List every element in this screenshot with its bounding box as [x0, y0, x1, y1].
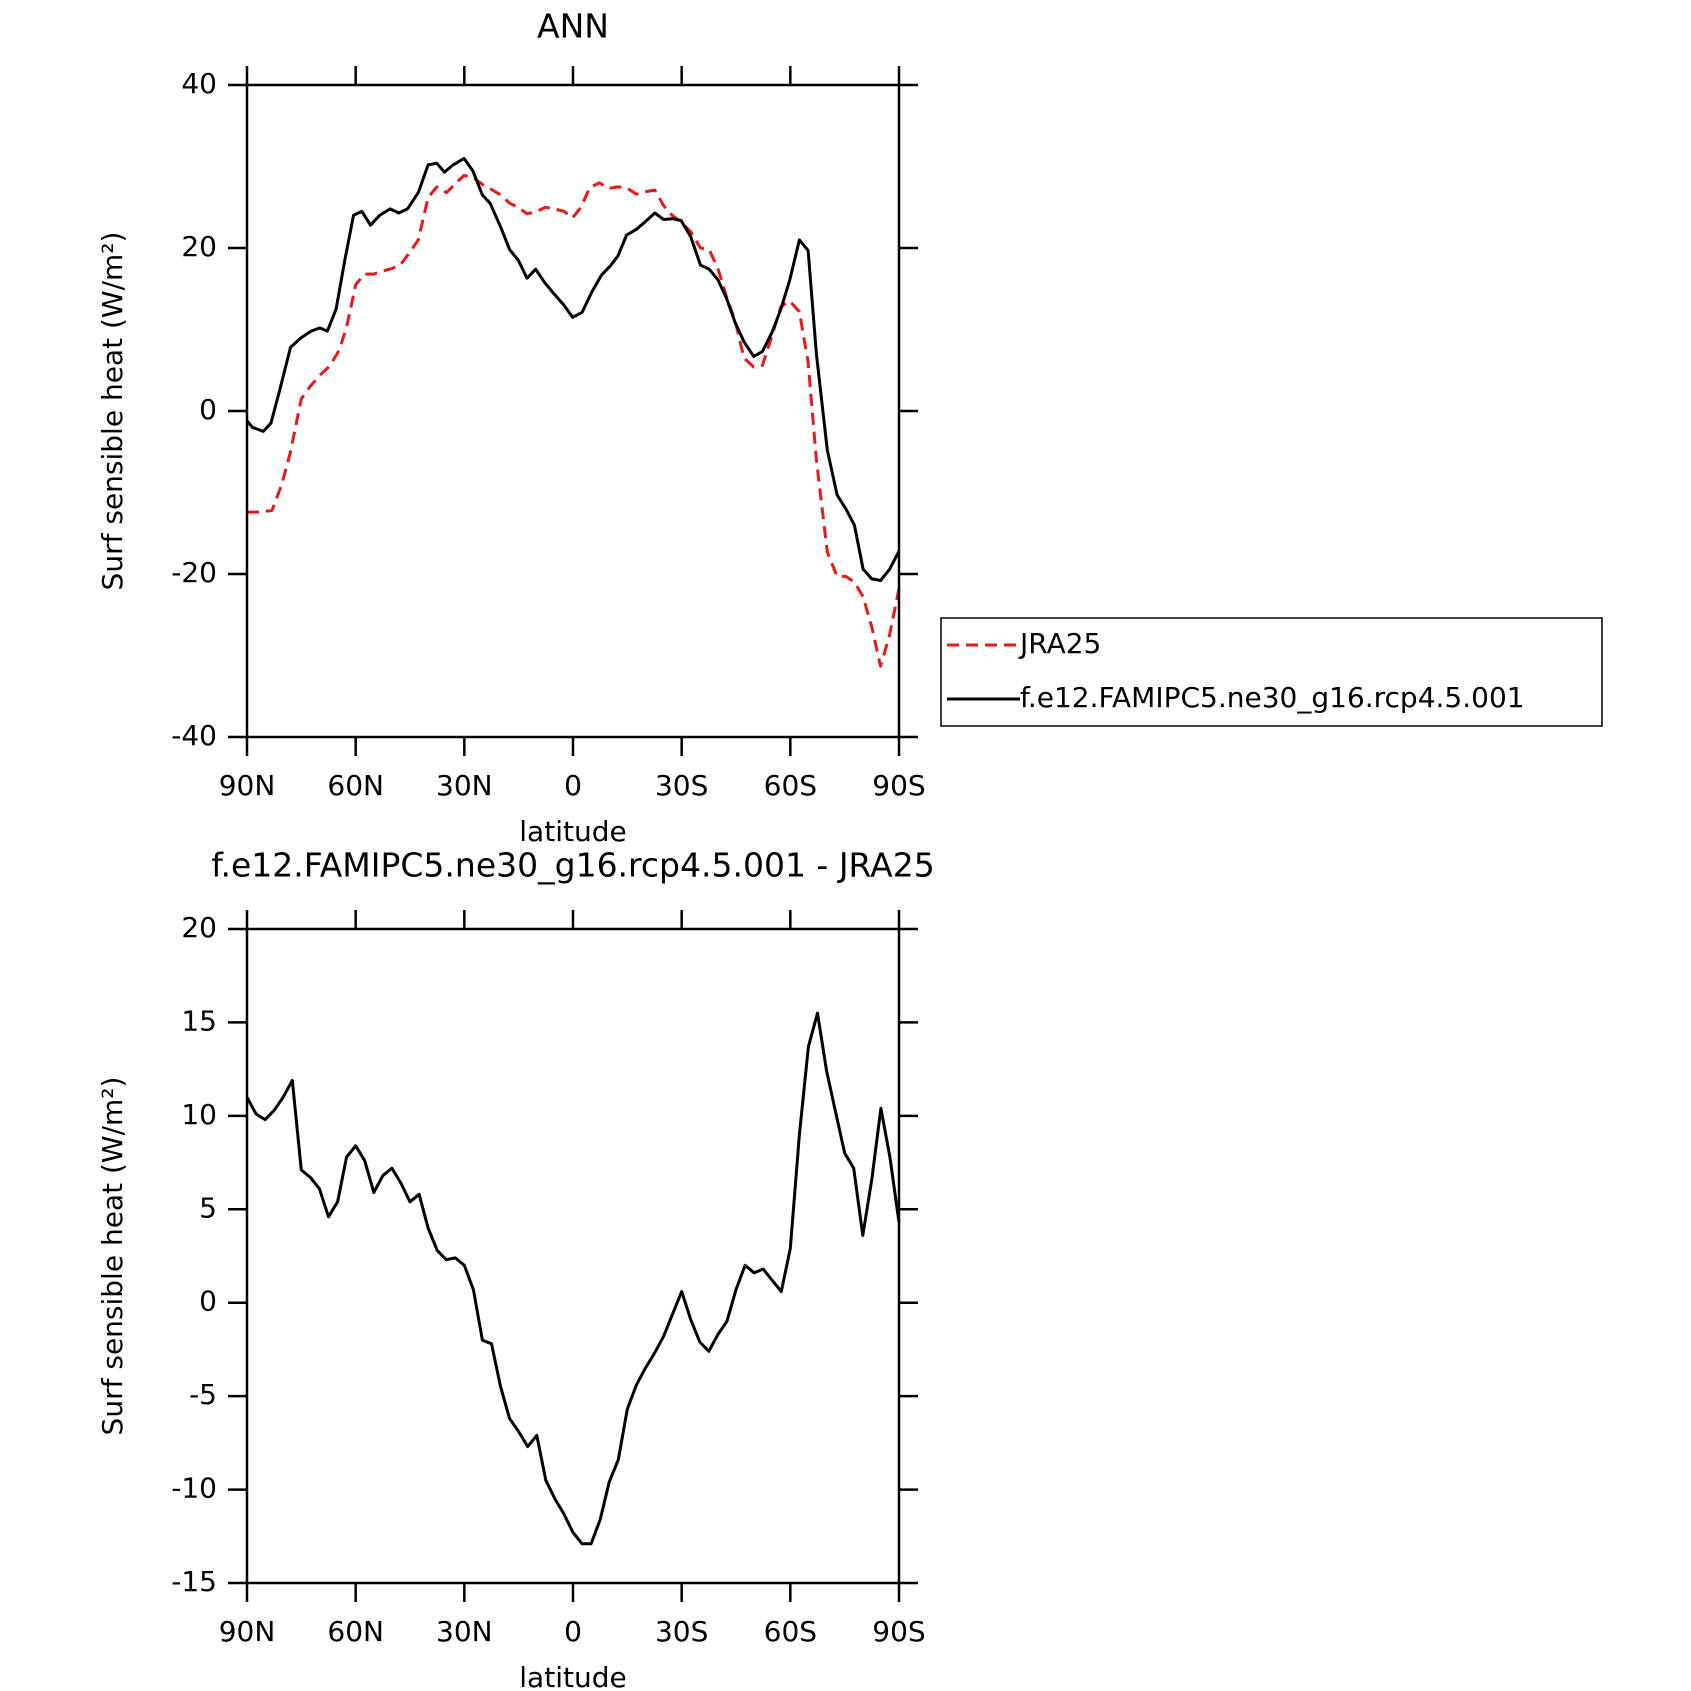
y-tick-label: 20	[181, 911, 217, 944]
x-tick-label: 0	[564, 769, 582, 802]
chart-title: f.e12.FAMIPC5.ne30_g16.rcp4.5.001 - JRA2…	[211, 846, 934, 885]
data-line	[245, 156, 901, 582]
x-axis-title: latitude	[519, 1661, 626, 1691]
x-tick-label: 60S	[764, 769, 817, 802]
y-tick-label: -5	[189, 1378, 217, 1411]
y-tick-label: 10	[181, 1098, 217, 1131]
y-tick-label: -15	[171, 1565, 217, 1598]
y-tick-label: 0	[199, 1285, 217, 1318]
x-tick-label: 90S	[872, 769, 925, 802]
x-tick-label: 60N	[327, 769, 384, 802]
data-line	[247, 174, 901, 668]
legend-label: JRA25	[1018, 627, 1101, 660]
y-tick-label: -40	[171, 719, 217, 752]
y-tick-label: 15	[181, 1004, 217, 1037]
plot-frame	[245, 927, 901, 1585]
y-tick-label: -10	[171, 1472, 217, 1505]
x-axis-title: latitude	[519, 815, 626, 848]
y-tick-label: -20	[171, 556, 217, 589]
x-tick-label: 90N	[219, 1615, 276, 1648]
x-tick-label: 60S	[764, 1615, 817, 1648]
legend-label: f.e12.FAMIPC5.ne30_g16.rcp4.5.001	[1020, 681, 1525, 714]
x-tick-label: 60N	[327, 1615, 384, 1648]
y-axis-title: Surf sensible heat (W/m²)	[96, 1077, 129, 1436]
plot-frame	[245, 83, 901, 739]
y-tick-label: 20	[181, 230, 217, 263]
y-tick-label: 40	[181, 67, 217, 100]
y-tick-label: 0	[199, 393, 217, 426]
y-tick-label: 5	[199, 1191, 217, 1224]
data-line	[245, 1011, 901, 1546]
x-tick-label: 30S	[655, 769, 708, 802]
chart-title: ANN	[537, 7, 609, 46]
y-axis-title: Surf sensible heat (W/m²)	[96, 232, 129, 591]
x-tick-label: 0	[564, 1615, 582, 1648]
legend-box	[940, 617, 1603, 727]
x-tick-label: 90N	[219, 769, 276, 802]
x-tick-label: 30N	[436, 769, 493, 802]
x-tick-label: 30N	[436, 1615, 493, 1648]
x-tick-label: 30S	[655, 1615, 708, 1648]
x-tick-label: 90S	[872, 1615, 925, 1648]
